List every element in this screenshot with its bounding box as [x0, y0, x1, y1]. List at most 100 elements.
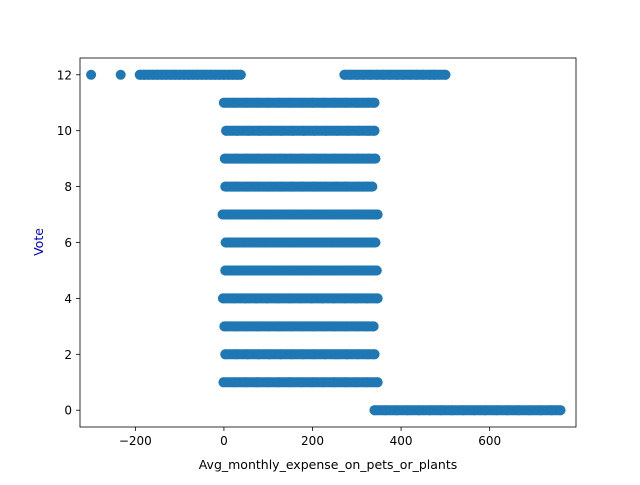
data-point [265, 237, 275, 248]
data-point [458, 405, 469, 416]
data-point [273, 209, 283, 220]
data-point [275, 349, 286, 360]
data-point [284, 293, 295, 304]
data-point [369, 349, 380, 360]
data-point [242, 265, 253, 276]
data-point [319, 265, 330, 276]
y-tick-label: 2 [64, 348, 72, 362]
data-point [341, 153, 352, 164]
data-point [230, 153, 241, 164]
x-tick-label: 0 [220, 434, 228, 448]
data-point [86, 69, 97, 80]
x-tick-label: 400 [390, 434, 413, 448]
data-point [254, 125, 265, 136]
data-point [352, 153, 363, 164]
y-tick-label: 0 [64, 404, 72, 418]
data-point [252, 97, 263, 108]
data-point [275, 181, 286, 192]
data-point [340, 377, 351, 388]
data-point [331, 181, 341, 192]
data-point [331, 265, 341, 276]
data-point [339, 209, 350, 220]
data-point [241, 97, 252, 108]
data-point [372, 209, 383, 220]
data-point [220, 181, 231, 192]
data-point [317, 293, 328, 304]
data-point [341, 321, 352, 332]
data-point [295, 293, 306, 304]
data-point [243, 125, 254, 136]
data-point [228, 209, 239, 220]
data-point [371, 265, 382, 276]
data-point [353, 349, 364, 360]
data-point [274, 321, 285, 332]
y-axis: 0 2 4 6 8 10 12 [57, 68, 80, 418]
data-point [284, 209, 294, 220]
data-point [297, 265, 308, 276]
data-point [264, 265, 275, 276]
data-point [331, 349, 341, 360]
data-point [329, 97, 340, 108]
data-point [424, 405, 435, 416]
data-point [217, 209, 228, 220]
data-point [231, 181, 242, 192]
data-point [469, 405, 480, 416]
data-point [524, 405, 535, 416]
data-point [367, 181, 378, 192]
data-point [354, 125, 364, 136]
data-point [286, 153, 297, 164]
data-point [220, 349, 231, 360]
data-point [380, 405, 391, 416]
data-point [352, 321, 363, 332]
data-point [369, 405, 380, 416]
data-point [350, 293, 361, 304]
data-point [264, 153, 275, 164]
data-point [229, 377, 240, 388]
points-layer [86, 69, 566, 416]
data-point [320, 125, 331, 136]
data-point [115, 69, 126, 80]
data-point [362, 237, 373, 248]
data-point [218, 377, 229, 388]
data-point [440, 69, 451, 80]
data-point [276, 125, 287, 136]
x-tick-label: 600 [478, 434, 501, 448]
data-point [319, 321, 329, 332]
data-point [502, 405, 513, 416]
data-point [546, 405, 557, 416]
data-point [218, 97, 229, 108]
data-point [297, 181, 308, 192]
data-point [307, 377, 318, 388]
data-point [306, 293, 317, 304]
data-point [285, 321, 296, 332]
data-point [240, 293, 251, 304]
data-point [391, 405, 402, 416]
data-point [273, 293, 284, 304]
data-point [264, 349, 275, 360]
data-point [320, 237, 331, 248]
data-point [330, 321, 341, 332]
data-point [261, 209, 272, 220]
data-point [480, 405, 491, 416]
data-point [286, 349, 297, 360]
data-point [253, 265, 264, 276]
data-point [286, 265, 297, 276]
data-point [252, 321, 263, 332]
data-point [253, 349, 264, 360]
data-point [370, 237, 381, 248]
data-point [328, 209, 339, 220]
data-point [331, 125, 342, 136]
data-point [331, 237, 342, 248]
data-point [342, 237, 353, 248]
data-point [275, 153, 286, 164]
data-point [251, 377, 262, 388]
data-point [239, 209, 250, 220]
x-tick-label: −200 [119, 434, 152, 448]
data-point [262, 293, 273, 304]
data-point [309, 125, 320, 136]
data-point [369, 125, 380, 136]
data-point [242, 153, 252, 164]
data-point [309, 237, 320, 248]
